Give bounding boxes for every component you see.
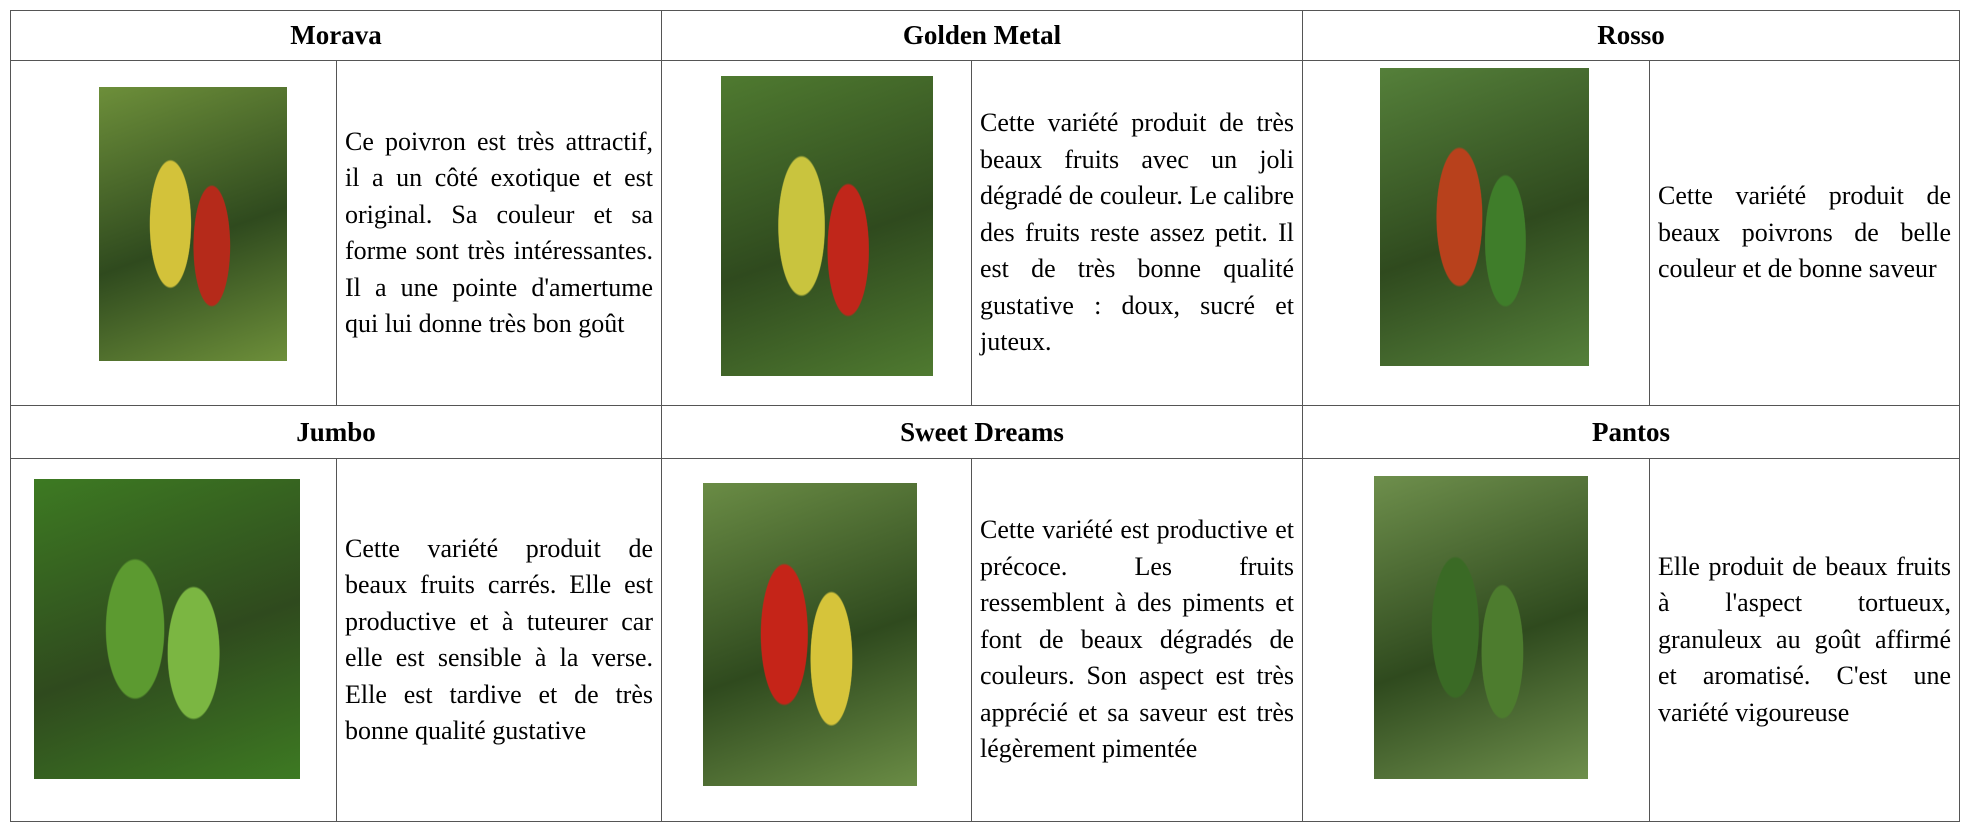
variety-description-text: Cette variété produit de beaux poivrons …	[1658, 181, 1951, 284]
variety-title-text: Pantos	[1591, 416, 1670, 447]
variety-description-text: Cette variété produit de beaux fruits ca…	[345, 533, 653, 746]
variety-description-text: Cette variété produit de très beaux frui…	[980, 108, 1294, 357]
variety-description: Cette variété produit de beaux poivrons …	[1649, 60, 1960, 406]
variety-title: Jumbo	[10, 405, 662, 459]
pepper-photo	[34, 479, 300, 779]
variety-description: Cette variété produit de très beaux frui…	[971, 60, 1303, 406]
variety-description-text: Cette variété est productive et précoce.…	[980, 515, 1294, 764]
pepper-photo	[1380, 68, 1589, 366]
variety-description: Ce poivron est très attractif, il a un c…	[336, 60, 662, 406]
variety-title-text: Jumbo	[296, 416, 376, 447]
variety-description: Elle produit de beaux fruits à l'aspect …	[1649, 458, 1960, 822]
variety-description: Cette variété est productive et précoce.…	[971, 458, 1303, 822]
variety-description-text: Ce poivron est très attractif, il a un c…	[345, 126, 653, 339]
variety-description: Cette variété produit de beaux fruits ca…	[336, 458, 662, 822]
variety-title-text: Rosso	[1597, 20, 1665, 50]
variety-title-text: Sweet Dreams	[900, 416, 1064, 447]
variety-title: Morava	[10, 10, 662, 61]
pepper-photo	[99, 87, 287, 361]
variety-title: Sweet Dreams	[661, 405, 1303, 459]
variety-title-text: Golden Metal	[902, 20, 1062, 50]
variety-title-text: Morava	[290, 20, 382, 50]
pepper-photo	[721, 76, 933, 376]
pepper-photo	[703, 483, 917, 786]
variety-title: Rosso	[1302, 10, 1960, 61]
variety-description-text: Elle produit de beaux fruits à l'aspect …	[1658, 551, 1951, 727]
variety-title: Pantos	[1302, 405, 1960, 459]
pepper-photo	[1374, 476, 1588, 779]
variety-title: Golden Metal	[661, 10, 1303, 61]
